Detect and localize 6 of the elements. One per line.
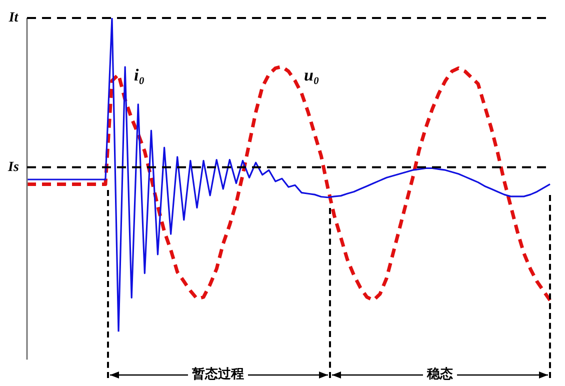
text: 稳态: [423, 366, 457, 384]
series-label: i₀: [134, 65, 145, 84]
ref-line-label: It: [8, 10, 20, 26]
text: 暂态过程: [188, 366, 248, 384]
ref-line-label: Is: [7, 160, 20, 175]
series-label: u₀: [304, 65, 320, 84]
